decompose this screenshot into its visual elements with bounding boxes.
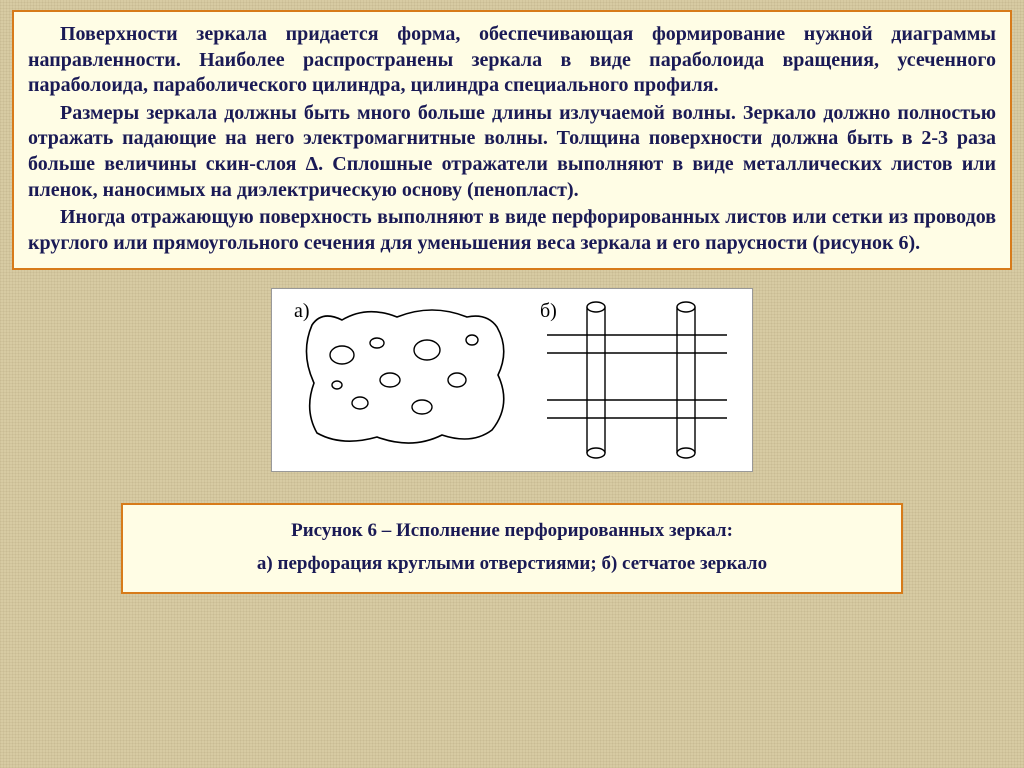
- paragraph-3: Иногда отражающую поверхность выполняют …: [28, 205, 996, 256]
- caption-line-1: Рисунок 6 – Исполнение перфорированных з…: [137, 515, 887, 547]
- main-text-box: Поверхности зеркала придается форма, обе…: [12, 10, 1012, 270]
- paragraph-2: Размеры зеркала должны быть много больше…: [28, 101, 996, 203]
- figure-box: а) б): [271, 288, 753, 472]
- svg-text:б): б): [540, 300, 557, 322]
- figure-wrapper: а) б): [12, 288, 1012, 477]
- caption-line-2: а) перфорация круглыми отверстиями; б) с…: [137, 548, 887, 580]
- svg-text:а): а): [294, 300, 310, 322]
- figure-caption-box: Рисунок 6 – Исполнение перфорированных з…: [121, 503, 903, 594]
- figure-6-diagram: а) б): [282, 295, 742, 465]
- paragraph-1: Поверхности зеркала придается форма, обе…: [28, 22, 996, 99]
